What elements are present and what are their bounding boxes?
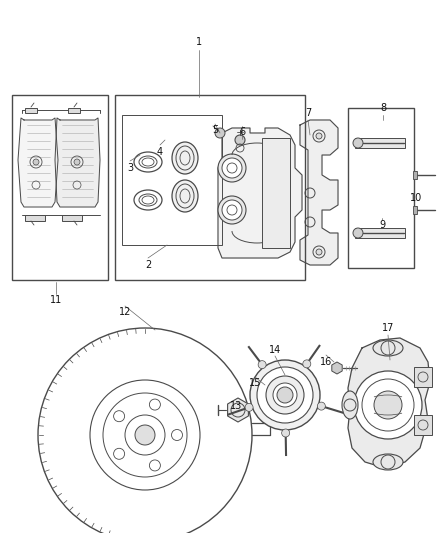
Polygon shape [18,118,58,207]
Text: 5: 5 [212,125,218,135]
Bar [355,138,405,148]
Bar [414,367,432,387]
Circle shape [316,249,322,255]
Bar [348,108,414,268]
Text: 6: 6 [239,127,245,137]
Ellipse shape [342,391,358,419]
Text: 17: 17 [382,323,394,333]
Text: 11: 11 [50,295,62,305]
Text: 13: 13 [230,401,242,411]
Circle shape [135,425,155,445]
Text: 16: 16 [320,357,332,367]
Bar [68,108,80,113]
Circle shape [33,159,39,165]
Text: 7: 7 [305,108,311,118]
Text: 4: 4 [157,147,163,157]
Bar [414,415,432,435]
Bar [355,228,405,238]
Ellipse shape [222,158,242,178]
Polygon shape [228,398,248,422]
Text: 9: 9 [379,220,385,230]
Circle shape [353,228,363,238]
Ellipse shape [273,383,297,407]
Circle shape [277,387,293,403]
Circle shape [303,360,311,368]
Text: 14: 14 [269,345,281,355]
Circle shape [282,429,290,437]
Circle shape [374,391,402,419]
Bar [25,215,45,221]
Text: 3: 3 [127,163,133,173]
Ellipse shape [257,367,313,423]
Circle shape [353,138,363,148]
Circle shape [215,128,225,138]
Ellipse shape [218,196,246,224]
Ellipse shape [373,454,403,470]
Text: 2: 2 [145,260,151,270]
Polygon shape [55,118,100,207]
Bar [413,206,417,214]
Ellipse shape [172,180,198,212]
Polygon shape [332,362,342,374]
Polygon shape [218,128,302,258]
Circle shape [74,159,80,165]
Ellipse shape [373,340,403,356]
Circle shape [318,402,325,410]
Circle shape [235,135,245,145]
Bar [62,215,82,221]
Bar [25,108,37,113]
Circle shape [316,133,322,139]
Text: 10: 10 [410,193,422,203]
Bar [12,95,108,280]
Polygon shape [300,120,338,265]
Text: 8: 8 [380,103,386,113]
Ellipse shape [139,156,157,168]
Polygon shape [348,338,430,468]
Ellipse shape [139,194,157,206]
Ellipse shape [222,200,242,220]
Text: 15: 15 [249,378,261,388]
Bar [262,138,290,248]
Ellipse shape [250,360,320,430]
Text: 1: 1 [196,37,202,47]
Ellipse shape [172,142,198,174]
Bar [115,95,305,280]
Circle shape [245,403,253,411]
Bar [413,171,417,179]
Circle shape [258,361,266,369]
Bar [122,115,222,245]
Text: 12: 12 [119,307,131,317]
Ellipse shape [218,154,246,182]
Ellipse shape [266,376,304,414]
Circle shape [354,371,422,439]
